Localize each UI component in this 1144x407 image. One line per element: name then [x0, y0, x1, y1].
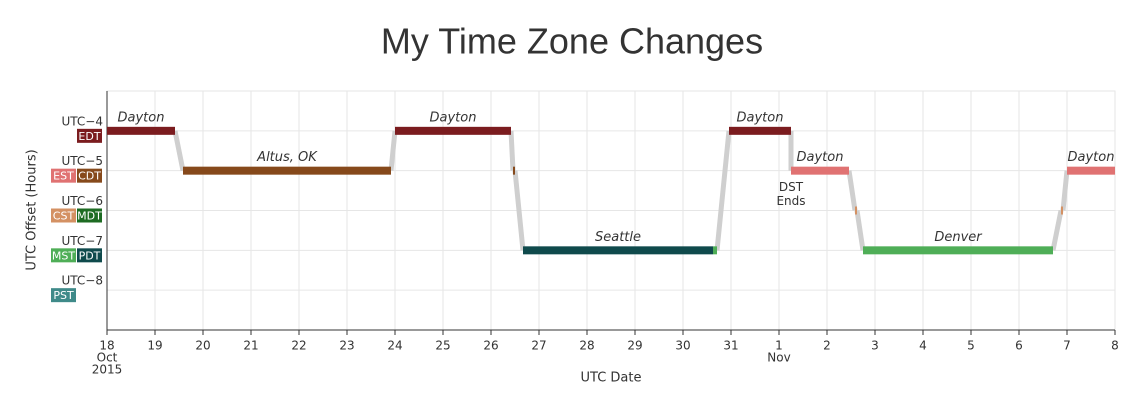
segment-label: Dayton — [737, 110, 784, 125]
segment-label: Dayton — [797, 150, 844, 165]
x-tick-label: 23 — [339, 339, 354, 353]
zone-badge — [51, 208, 76, 223]
zone-badge-label: PDT — [79, 249, 101, 262]
x-tick-label: 28 — [579, 339, 594, 353]
segment — [395, 126, 511, 135]
x-axis-title: UTC Date — [581, 371, 642, 386]
segment-label: Seattle — [595, 230, 641, 245]
segment-label: Denver — [934, 230, 983, 245]
x-tick-label: 5 — [967, 339, 975, 353]
x-tick-label: 21 — [243, 339, 258, 353]
segment — [791, 166, 849, 175]
y-tick-label: UTC−5 — [62, 154, 103, 168]
annotation: Ends — [776, 194, 805, 208]
connector — [508, 130, 516, 171]
y-tick-label: UTC−7 — [62, 234, 103, 248]
x-sublabel: Oct — [97, 351, 118, 365]
connector — [846, 170, 858, 211]
annotation: DST — [779, 180, 804, 194]
x-tick-label: 8 — [1111, 339, 1119, 353]
segment-label: Dayton — [430, 110, 477, 125]
zone-badge-label: EDT — [78, 130, 100, 143]
segment-label: Dayton — [1068, 150, 1115, 165]
x-tick-label: 4 — [919, 339, 927, 353]
segment-label: Altus, OK — [256, 150, 318, 165]
segment — [1061, 206, 1063, 215]
zone-badge — [51, 288, 76, 303]
segment — [523, 246, 713, 255]
x-tick-label: 20 — [195, 339, 210, 353]
connector — [1060, 170, 1070, 211]
connector — [512, 170, 526, 251]
zone-badge-label: MST — [52, 249, 75, 262]
x-tick-label: 7 — [1063, 339, 1071, 353]
zone-badge — [77, 168, 102, 183]
chart-title: My Time Zone Changes — [381, 21, 763, 62]
segment-label: Dayton — [118, 110, 165, 125]
segment — [183, 166, 391, 175]
x-tick-label: 19 — [147, 339, 162, 353]
x-tick-label: 1 — [775, 339, 783, 353]
x-tick-label: 24 — [387, 339, 402, 353]
segment — [863, 246, 1053, 255]
connector — [1050, 210, 1064, 251]
x-sublabel: 2015 — [92, 363, 123, 377]
segment — [1067, 166, 1115, 175]
x-tick-label: 31 — [723, 339, 738, 353]
y-tick-label: UTC−8 — [62, 274, 103, 288]
zone-badge — [51, 248, 76, 263]
zone-badge-label: CST — [53, 210, 75, 223]
zone-badge — [77, 128, 102, 143]
y-tick-label: UTC−4 — [62, 114, 103, 128]
segment — [713, 246, 717, 255]
x-sublabel: Nov — [767, 351, 790, 365]
x-tick-label: 18 — [99, 339, 114, 353]
zone-badge-label: PST — [53, 289, 74, 302]
zone-badge — [51, 168, 76, 183]
segment — [513, 166, 515, 175]
x-tick-label: 29 — [627, 339, 642, 353]
connector — [854, 210, 866, 251]
x-tick-label: 26 — [483, 339, 498, 353]
zone-badge-label: CDT — [78, 170, 101, 183]
zone-badge-label: EST — [53, 170, 74, 183]
segment — [107, 126, 175, 135]
connector — [388, 130, 398, 171]
y-tick-label: UTC−6 — [62, 194, 103, 208]
connector — [714, 130, 732, 251]
x-tick-label: 3 — [871, 339, 879, 353]
x-tick-label: 22 — [291, 339, 306, 353]
x-tick-label: 27 — [531, 339, 546, 353]
segment — [729, 126, 791, 135]
x-tick-label: 2 — [823, 339, 831, 353]
connector — [172, 130, 186, 172]
x-tick-label: 30 — [675, 339, 690, 353]
x-tick-label: 25 — [435, 339, 450, 353]
x-tick-label: 6 — [1015, 339, 1023, 353]
y-axis-title: UTC Offset (Hours) — [25, 149, 40, 270]
zone-badge — [77, 208, 102, 223]
zone-badge — [77, 248, 102, 263]
segment — [855, 206, 857, 215]
zone-badge-label: MDT — [77, 210, 102, 223]
